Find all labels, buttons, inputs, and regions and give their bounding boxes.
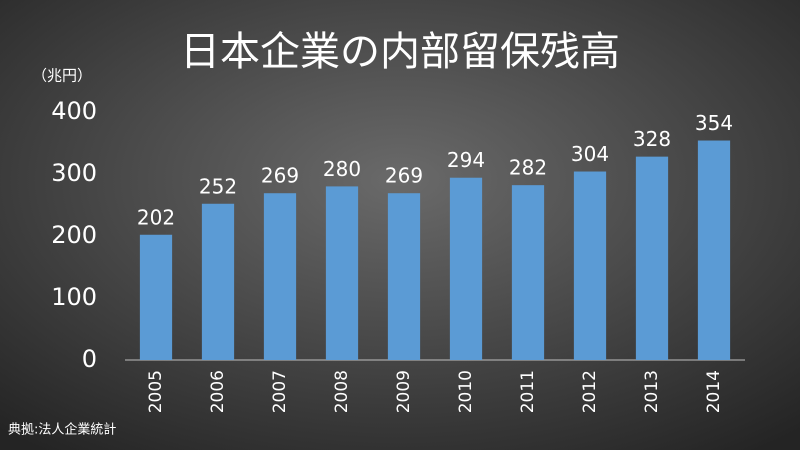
bar bbox=[263, 193, 297, 360]
y-tick-label: 400 bbox=[51, 97, 97, 125]
x-tick-label: 2009 bbox=[394, 370, 414, 413]
bar bbox=[449, 177, 483, 360]
value-label: 354 bbox=[695, 111, 733, 135]
x-tick-label: 2012 bbox=[580, 370, 600, 413]
bar bbox=[511, 185, 545, 360]
value-label: 202 bbox=[137, 205, 175, 229]
value-label: 282 bbox=[509, 156, 547, 180]
value-label: 269 bbox=[385, 164, 423, 188]
x-tick-label: 2006 bbox=[208, 370, 228, 413]
bar bbox=[201, 203, 235, 360]
chart-title: 日本企業の内部留保残高 bbox=[180, 29, 620, 75]
x-tick-label: 2008 bbox=[332, 370, 352, 413]
bar bbox=[573, 171, 607, 360]
y-tick-label: 200 bbox=[51, 221, 97, 249]
value-label: 294 bbox=[447, 148, 485, 172]
x-tick-label: 2014 bbox=[704, 370, 724, 413]
y-tick-label: 0 bbox=[82, 345, 97, 373]
bar bbox=[325, 186, 359, 360]
y-axis-label: （兆円） bbox=[32, 67, 92, 85]
value-label: 280 bbox=[323, 157, 361, 181]
value-label: 269 bbox=[261, 164, 299, 188]
x-tick-label: 2007 bbox=[270, 370, 290, 413]
bar bbox=[139, 234, 173, 360]
value-label: 252 bbox=[199, 174, 237, 198]
bar bbox=[387, 193, 421, 360]
x-tick-label: 2005 bbox=[146, 370, 166, 413]
bar bbox=[697, 140, 731, 360]
y-tick-label: 300 bbox=[51, 159, 97, 187]
value-label: 304 bbox=[571, 142, 609, 166]
source-note: 典拠:法人企業統計 bbox=[8, 422, 116, 438]
bar bbox=[635, 156, 669, 360]
x-tick-label: 2010 bbox=[456, 370, 476, 413]
x-tick-label: 2011 bbox=[518, 370, 538, 413]
value-label: 328 bbox=[633, 127, 671, 151]
y-tick-label: 100 bbox=[51, 283, 97, 311]
x-tick-label: 2013 bbox=[642, 370, 662, 413]
